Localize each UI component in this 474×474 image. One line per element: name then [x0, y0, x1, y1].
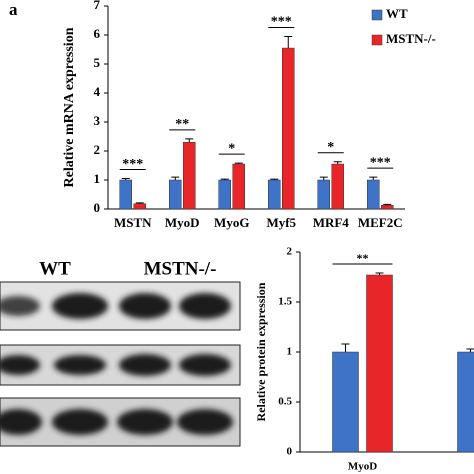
error-bar	[121, 178, 130, 180]
blot-band	[0, 355, 40, 375]
bar	[232, 163, 245, 210]
x-tick-label: MEF2C	[358, 215, 403, 230]
bar	[169, 179, 182, 210]
y-tick-label: 0	[287, 446, 293, 458]
blot-band	[179, 293, 231, 319]
x-tick-label: MSTN	[114, 215, 152, 230]
blot-band	[177, 409, 233, 435]
western-blot: WT MSTN-/-	[0, 258, 241, 447]
x-tick-label: MRF4	[313, 215, 350, 230]
blot-band	[52, 293, 108, 319]
bar	[133, 203, 146, 210]
error-bar	[220, 178, 229, 180]
blot-band	[52, 409, 108, 435]
legend-label: WT	[386, 6, 408, 21]
error-bar	[341, 343, 350, 352]
significance-label: ***	[271, 15, 292, 30]
error-bar	[375, 272, 384, 275]
bar	[218, 179, 231, 210]
significance-label: ***	[122, 157, 143, 172]
blot-band	[0, 409, 42, 435]
blot-label: MSTN-/-	[144, 258, 217, 279]
legend-label: MSTN-/-	[386, 31, 436, 46]
significance-label: *	[327, 140, 334, 155]
y-tick-label: 7	[94, 0, 101, 12]
bar	[381, 204, 394, 210]
x-tick-label: MyoG	[214, 215, 249, 230]
y-tick-label: 2	[287, 246, 293, 258]
error-bar	[383, 203, 392, 206]
bar	[183, 142, 196, 210]
error-bar	[369, 176, 378, 180]
y-tick-label: 0.5	[278, 396, 292, 408]
y-tick-label: 0	[94, 200, 101, 215]
x-tick-label: MyoD	[348, 461, 377, 473]
error-bar	[466, 348, 474, 352]
error-bar	[319, 176, 328, 180]
error-bar	[171, 176, 180, 180]
error-bar	[185, 138, 194, 143]
x-tick-label: Myf5	[266, 215, 296, 230]
significance-label: *	[228, 141, 235, 156]
error-bar	[284, 35, 293, 49]
y-tick-label: 5	[94, 55, 101, 70]
y-axis-label: Relative mRNA expression	[62, 27, 77, 187]
blot-band	[119, 354, 171, 376]
y-tick-label: 3	[94, 113, 101, 128]
legend-swatch	[371, 34, 383, 46]
blot-band	[119, 293, 171, 319]
significance-label: **	[175, 117, 189, 132]
bar	[331, 163, 344, 210]
y-tick-label: 4	[94, 84, 101, 99]
y-tick-label: 2	[94, 142, 101, 157]
bar	[268, 179, 281, 210]
bar	[366, 274, 393, 453]
bar	[367, 179, 380, 210]
bar	[317, 179, 330, 210]
bar	[119, 179, 132, 210]
legend-swatch	[371, 9, 383, 21]
error-bar	[270, 178, 279, 180]
significance-label: ***	[370, 155, 391, 170]
y-axis-label: Relative protein expression	[254, 282, 268, 421]
bar	[282, 47, 295, 210]
y-tick-label: 1.5	[278, 296, 292, 308]
error-bar	[135, 202, 144, 204]
error-bar	[333, 161, 342, 165]
panel-label: a	[9, 0, 18, 19]
blot-band	[179, 354, 231, 376]
y-tick-label: 1	[287, 346, 293, 358]
blot-band	[0, 296, 40, 316]
x-tick-label: MyoD	[165, 215, 200, 230]
bar	[332, 351, 359, 453]
bar	[457, 351, 474, 453]
blot-band	[54, 355, 106, 375]
blot-label: WT	[39, 258, 71, 279]
y-tick-label: 6	[94, 26, 101, 41]
error-bar	[234, 162, 243, 165]
blot-band	[117, 409, 173, 435]
y-tick-label: 1	[94, 171, 101, 186]
significance-label: **	[357, 251, 369, 265]
